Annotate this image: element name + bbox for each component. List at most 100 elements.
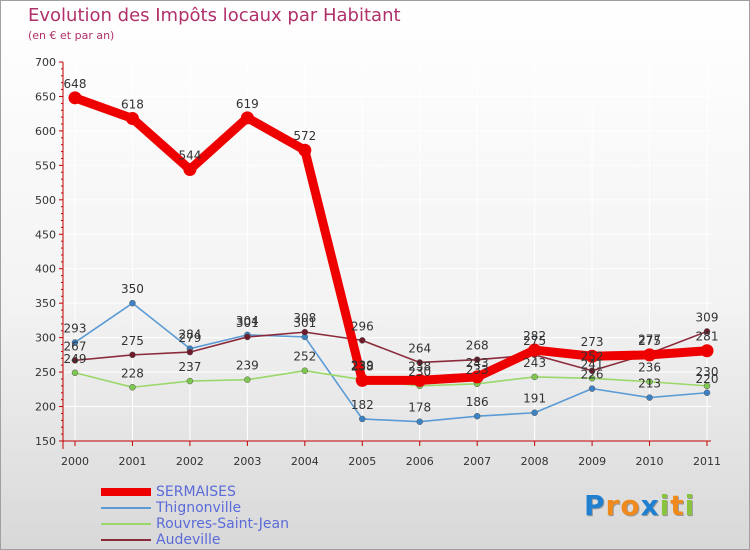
data-label: 249 — [64, 352, 87, 366]
data-label: 544 — [178, 148, 201, 162]
data-label: 282 — [523, 329, 546, 343]
legend-label-thignonville: Thignonville — [156, 500, 242, 516]
x-tick-label: 2003 — [233, 455, 261, 468]
data-label: 293 — [64, 321, 87, 335]
data-point — [470, 370, 484, 384]
data-point — [588, 375, 596, 382]
data-point — [703, 328, 711, 335]
data-label: 350 — [121, 282, 144, 296]
data-point — [240, 111, 254, 125]
data-point — [186, 377, 194, 385]
data-label: 230 — [408, 365, 431, 379]
chart-title: Evolution des Impôts locaux par Habitant — [28, 5, 401, 26]
logo-letter: r — [605, 489, 621, 522]
y-tick-label: 300 — [35, 332, 56, 345]
data-point — [588, 367, 596, 374]
data-label: 277 — [638, 332, 661, 346]
data-label: 275 — [121, 334, 144, 348]
data-label: 618 — [121, 98, 144, 112]
data-point — [186, 348, 194, 356]
legend-swatch-rouvres-saint-jean — [101, 523, 151, 525]
y-tick-label: 450 — [35, 228, 56, 241]
data-label: 264 — [408, 341, 431, 355]
data-point — [528, 343, 542, 357]
data-point — [416, 418, 423, 425]
data-label: 284 — [178, 328, 201, 342]
data-label: 281 — [696, 330, 719, 344]
data-point — [643, 348, 657, 362]
data-label: 267 — [64, 339, 87, 353]
data-point — [125, 112, 139, 126]
logo-letter: i — [659, 489, 671, 522]
data-label: 301 — [236, 316, 259, 330]
x-tick-label: 2007 — [463, 455, 491, 468]
y-tick-label: 150 — [35, 435, 56, 448]
data-point — [129, 351, 136, 359]
legend-swatch-audeville — [101, 539, 151, 541]
data-point — [301, 367, 309, 374]
data-point — [359, 415, 366, 423]
data-label: 237 — [178, 360, 201, 374]
data-label: 238 — [351, 359, 374, 373]
data-point — [703, 382, 711, 390]
data-point — [129, 299, 136, 307]
logo-letter: x — [640, 489, 660, 522]
data-label: 178 — [408, 401, 431, 415]
data-point — [183, 162, 197, 176]
data-label: 619 — [236, 97, 259, 111]
y-tick-label: 600 — [35, 125, 56, 138]
data-label: 296 — [351, 319, 374, 333]
data-label: 182 — [351, 398, 374, 412]
x-tick-label: 2010 — [636, 455, 664, 468]
legend-swatch-thignonville — [101, 507, 151, 509]
data-label: 186 — [466, 395, 489, 409]
data-label: 309 — [696, 310, 719, 324]
data-label: 273 — [581, 335, 604, 349]
y-tick-label: 700 — [35, 56, 56, 69]
data-label: 301 — [293, 316, 316, 330]
data-label: 275 — [638, 334, 661, 348]
legend-label-sermaises: SERMAISES — [156, 484, 236, 500]
data-label: 213 — [638, 377, 661, 391]
data-point — [473, 356, 481, 363]
data-point — [244, 333, 251, 341]
chart-subtitle: (en € et par an) — [28, 29, 115, 42]
x-tick-label: 2000 — [61, 455, 89, 468]
data-label: 648 — [64, 77, 87, 91]
data-label: 252 — [293, 350, 316, 364]
data-point — [531, 373, 538, 381]
y-tick-label: 400 — [35, 263, 56, 276]
data-label: 243 — [466, 356, 489, 370]
data-label: 233 — [466, 363, 489, 377]
series-line-audeville — [74, 330, 708, 372]
data-label: 238 — [408, 359, 431, 373]
x-tick-label: 2005 — [348, 455, 376, 468]
legend-swatch-sermaises — [101, 488, 151, 496]
x-tick-label: 2011 — [693, 455, 721, 468]
data-label: 239 — [236, 359, 259, 373]
data-point — [129, 384, 136, 391]
logo-letter: i — [684, 489, 696, 522]
series-line-thignonville — [74, 302, 708, 423]
y-tick-label: 500 — [35, 194, 56, 207]
proxiti-logo: Proxiti — [584, 489, 695, 522]
data-label: 228 — [121, 366, 144, 380]
y-tick-label: 200 — [35, 401, 56, 414]
y-tick-label: 650 — [35, 90, 56, 103]
data-point — [531, 409, 538, 416]
data-point — [646, 394, 653, 401]
y-tick-label: 250 — [35, 366, 56, 379]
data-point — [359, 337, 366, 344]
series-line-sermaises — [70, 93, 712, 385]
data-label: 220 — [696, 372, 719, 386]
data-point — [413, 373, 427, 387]
data-label: 236 — [638, 361, 661, 375]
legend-label-audeville: Audeville — [156, 532, 221, 548]
x-tick-label: 2002 — [176, 455, 204, 468]
logo-letter: o — [620, 489, 641, 522]
legend-label-rouvres-saint-jean: Rouvres-Saint-Jean — [156, 516, 289, 532]
x-tick-label: 2006 — [406, 455, 434, 468]
data-point — [301, 328, 309, 336]
